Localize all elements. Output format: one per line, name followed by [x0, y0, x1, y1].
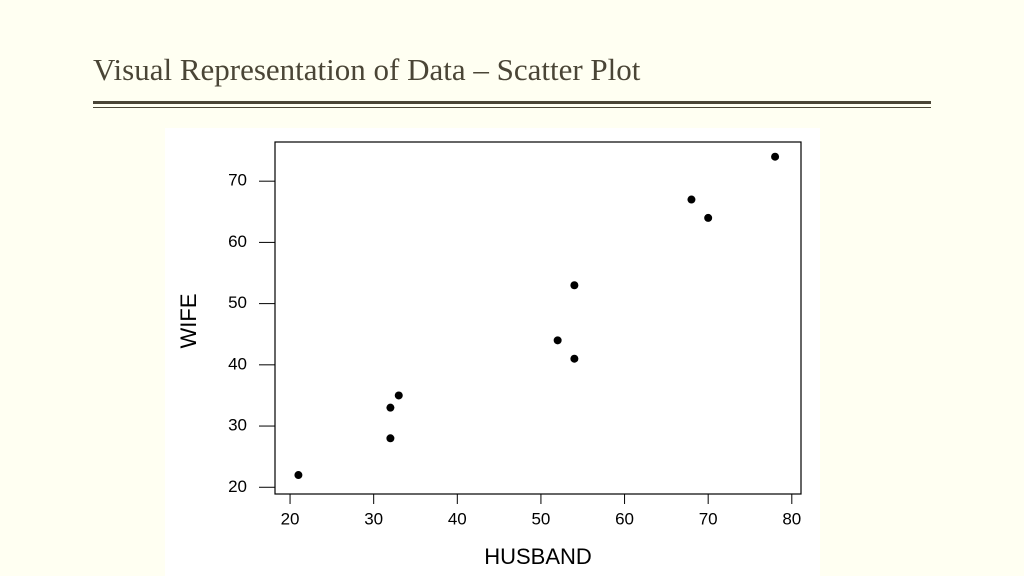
x-tick-label: 30: [364, 509, 383, 528]
x-tick-label: 60: [615, 509, 634, 528]
point: [687, 195, 696, 204]
point: [294, 471, 303, 480]
y-tick-label: 20: [228, 477, 247, 496]
y-tick-label: 40: [228, 354, 247, 373]
point: [386, 403, 395, 412]
slide-title: Visual Representation of Data – Scatter …: [93, 52, 641, 87]
x-tick-label: 20: [281, 509, 300, 528]
y-tick-label: 70: [228, 171, 247, 190]
point: [553, 336, 562, 345]
plot-frame: [274, 141, 802, 495]
point: [394, 391, 403, 400]
x-tick-label: 70: [699, 509, 718, 528]
x-axis-label: HUSBAND: [484, 544, 592, 569]
y-axis-label: WIFE: [176, 294, 201, 349]
chart-background: [165, 128, 820, 576]
point: [570, 281, 579, 290]
x-tick-label: 40: [448, 509, 467, 528]
y-tick-label: 30: [228, 416, 247, 435]
title-rule: [93, 107, 931, 108]
point: [386, 434, 395, 443]
point: [771, 152, 780, 161]
title-rule: [93, 101, 931, 104]
y-tick-label: 50: [228, 293, 247, 312]
y-tick-label: 60: [228, 232, 247, 251]
point: [704, 213, 713, 222]
x-tick-label: 80: [782, 509, 801, 528]
point: [570, 354, 579, 363]
x-tick-label: 50: [531, 509, 550, 528]
